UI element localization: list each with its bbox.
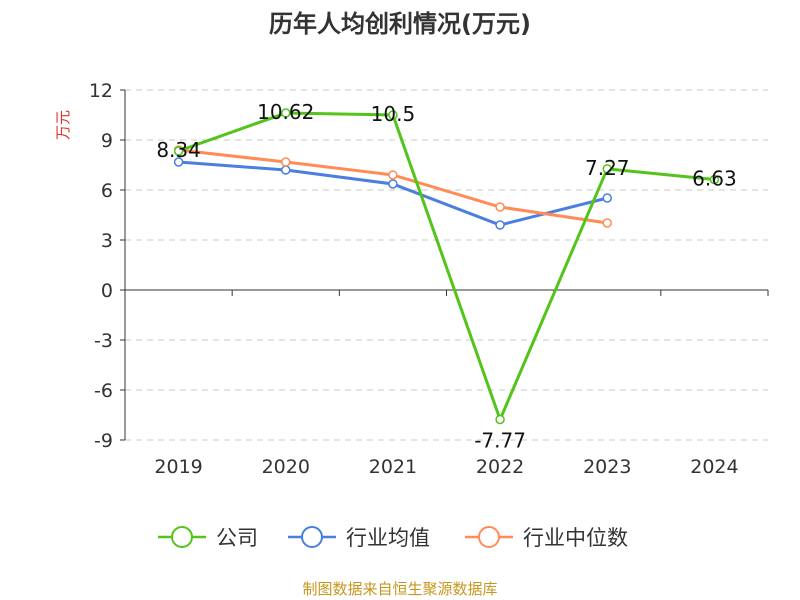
- legend-label: 公司: [216, 526, 258, 550]
- series-line-0: [178, 111, 715, 424]
- data-label: 10.5: [371, 102, 416, 126]
- y-tick-label: 0: [101, 280, 113, 302]
- data-point: [602, 218, 612, 228]
- legend-item-1: 行业均值: [288, 526, 430, 550]
- data-label: 10.62: [257, 100, 314, 124]
- data-point: [495, 220, 505, 230]
- x-tick-label: 2023: [583, 456, 631, 478]
- y-tick-label: 3: [101, 230, 113, 252]
- y-tick-label: 6: [101, 180, 113, 202]
- legend-label: 行业中位数: [523, 526, 628, 550]
- data-label: 6.63: [692, 167, 737, 191]
- data-point: [602, 164, 612, 174]
- data-label: -7.77: [474, 429, 526, 453]
- data-label: 8.34: [156, 138, 201, 162]
- data-point: [173, 146, 184, 156]
- legend-item-2: 行业中位数: [465, 526, 628, 550]
- x-tick-label: 2021: [369, 456, 417, 478]
- x-tick-label: 2020: [262, 456, 310, 478]
- legend-marker: [171, 526, 193, 548]
- y-tick-label: -9: [94, 430, 113, 452]
- x-tick-label: 2022: [476, 456, 524, 478]
- data-label: 7.27: [585, 156, 630, 180]
- data-point: [281, 157, 291, 167]
- data-point: [709, 174, 720, 185]
- legend-item-0: 公司: [158, 526, 258, 550]
- data-point: [388, 110, 398, 120]
- y-tick-label: 9: [101, 130, 113, 152]
- legend-label: 行业均值: [346, 526, 430, 550]
- data-point: [388, 170, 398, 180]
- data-source: 制图数据来自恒生聚源数据库: [302, 580, 497, 598]
- x-tick-label: 2019: [154, 456, 202, 478]
- y-axis-unit: 万元: [54, 110, 72, 140]
- y-tick-label: 12: [89, 80, 113, 102]
- data-point: [495, 414, 505, 425]
- data-point: [281, 165, 291, 175]
- data-point: [388, 179, 398, 189]
- chart-title: 历年人均创利情况(万元): [269, 10, 531, 38]
- legend-marker: [301, 526, 323, 548]
- legend-marker: [478, 526, 500, 548]
- data-point: [602, 193, 612, 203]
- x-tick-label: 2024: [690, 456, 738, 478]
- data-point: [281, 108, 291, 118]
- y-tick-label: -6: [94, 380, 113, 402]
- data-point: [495, 202, 505, 212]
- y-tick-label: -3: [94, 330, 113, 352]
- data-point: [173, 157, 184, 167]
